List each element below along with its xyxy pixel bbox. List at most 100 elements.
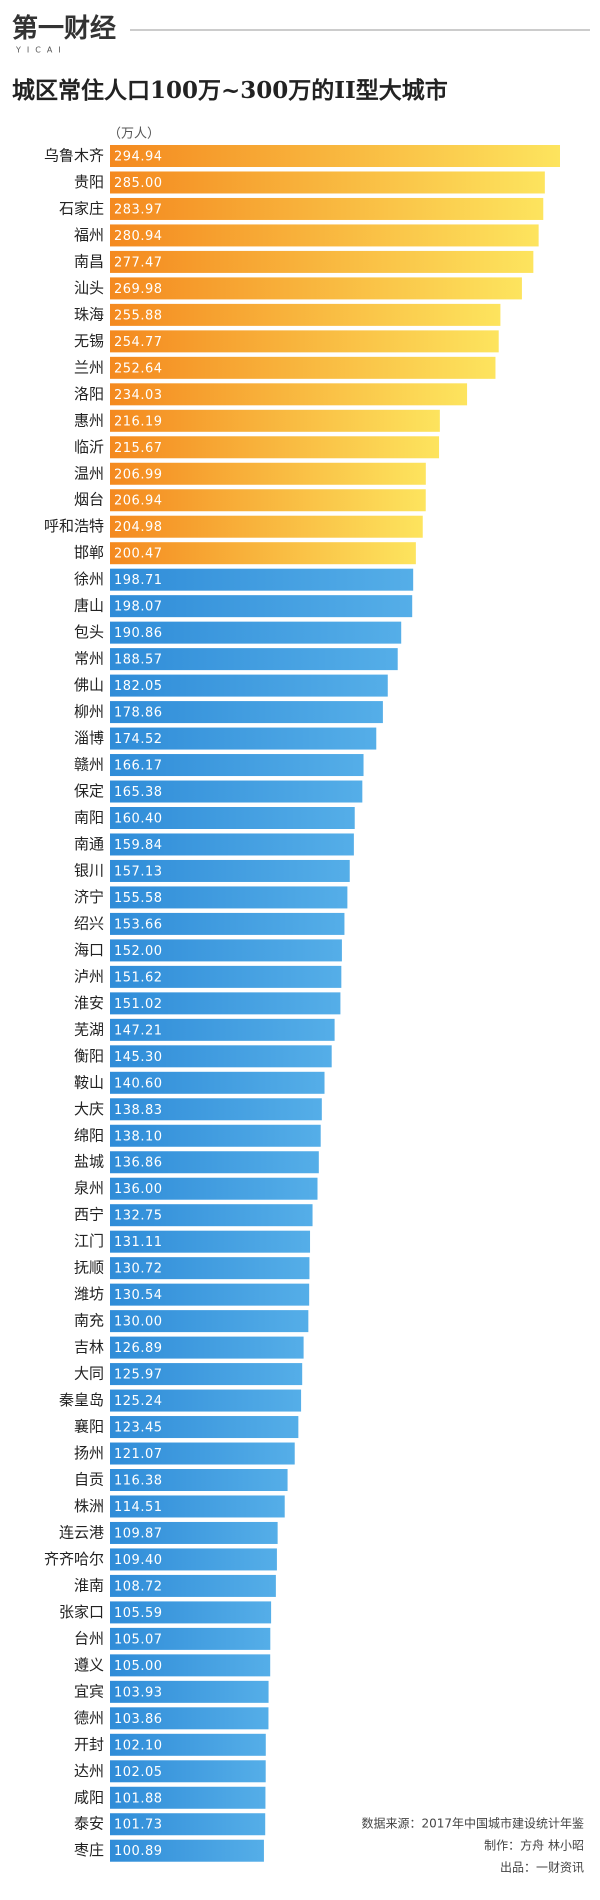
logo: 第一财经 <box>12 13 116 44</box>
bar <box>110 436 440 459</box>
category-label: 宜宾 <box>74 1682 104 1700</box>
value-label: 116.38 <box>114 1474 163 1489</box>
bar <box>110 356 496 379</box>
category-label: 银川 <box>74 861 104 879</box>
category-label: 江门 <box>74 1232 104 1250</box>
category-label: 张家口 <box>59 1603 104 1621</box>
value-label: 136.00 <box>114 1182 163 1197</box>
category-label: 枣庄 <box>74 1841 104 1859</box>
category-label: 贵阳 <box>74 173 104 191</box>
bar <box>110 1680 269 1703</box>
value-label: 166.17 <box>114 759 163 774</box>
category-label: 德州 <box>74 1709 104 1727</box>
category-label: 达州 <box>74 1762 104 1780</box>
bar <box>110 330 499 353</box>
value-label: 138.83 <box>114 1103 163 1118</box>
bar <box>110 1363 303 1386</box>
category-label: 唐山 <box>74 597 104 615</box>
bar <box>110 780 363 803</box>
value-label: 215.67 <box>114 441 163 456</box>
value-label: 102.10 <box>114 1738 163 1753</box>
category-label: 南通 <box>74 835 104 853</box>
bar <box>110 1574 276 1597</box>
category-label: 自贡 <box>74 1471 104 1489</box>
bar <box>110 462 426 485</box>
category-label: 常州 <box>74 650 104 668</box>
value-label: 101.73 <box>114 1818 163 1833</box>
bar <box>110 965 342 988</box>
value-label: 254.77 <box>114 335 163 350</box>
bar <box>110 303 501 326</box>
value-label: 105.00 <box>114 1659 163 1674</box>
bar <box>110 1654 271 1677</box>
category-label: 兰州 <box>74 358 104 376</box>
bar <box>110 1257 310 1280</box>
bar <box>110 1442 295 1465</box>
category-label: 福州 <box>74 226 104 244</box>
bar <box>110 542 416 565</box>
category-label: 台州 <box>74 1629 104 1647</box>
chart-title: 城区常住人口100万~300万的II型大城市 <box>12 77 448 104</box>
category-label: 邯郸 <box>74 544 104 562</box>
bar <box>110 1310 309 1333</box>
value-label: 126.89 <box>114 1341 163 1356</box>
category-label: 淮安 <box>74 994 104 1012</box>
value-label: 125.24 <box>114 1394 163 1409</box>
category-label: 咸阳 <box>74 1788 104 1806</box>
value-label: 216.19 <box>114 414 163 429</box>
category-label: 佛山 <box>74 676 104 694</box>
value-label: 165.38 <box>114 785 163 800</box>
bar <box>110 992 341 1015</box>
value-label: 294.94 <box>114 150 163 165</box>
category-label: 西宁 <box>74 1206 104 1224</box>
bar <box>110 1469 288 1491</box>
bar <box>110 833 354 856</box>
value-label: 283.97 <box>114 202 163 217</box>
category-label: 绵阳 <box>74 1126 104 1144</box>
value-label: 152.00 <box>114 944 163 959</box>
category-label: 潍坊 <box>74 1285 104 1303</box>
bar <box>110 1018 335 1041</box>
category-label: 襄阳 <box>74 1418 104 1436</box>
bar <box>110 145 560 167</box>
category-label: 南阳 <box>74 809 104 827</box>
value-label: 138.10 <box>114 1129 163 1144</box>
value-label: 121.07 <box>114 1447 163 1462</box>
bar <box>110 1495 285 1518</box>
logo-sub: YICAI <box>15 46 67 55</box>
bar <box>110 674 388 697</box>
bar <box>110 1071 325 1094</box>
bar <box>110 1733 266 1756</box>
category-label: 济宁 <box>74 888 104 906</box>
value-label: 132.75 <box>114 1209 163 1224</box>
bar <box>110 939 342 962</box>
category-label: 大庆 <box>74 1100 104 1118</box>
category-label: 泉州 <box>74 1179 104 1197</box>
value-label: 105.07 <box>114 1632 163 1647</box>
bar <box>110 383 468 406</box>
category-label: 珠海 <box>74 305 104 323</box>
bar <box>110 409 440 432</box>
bar <box>110 1760 266 1783</box>
value-label: 198.71 <box>114 573 163 588</box>
value-label: 151.62 <box>114 970 163 985</box>
category-label: 芜湖 <box>74 1020 104 1038</box>
value-label: 198.07 <box>114 600 163 615</box>
value-label: 136.86 <box>114 1156 163 1171</box>
bar <box>110 1151 319 1174</box>
value-label: 200.47 <box>114 547 163 562</box>
bar <box>110 1230 311 1253</box>
bar <box>110 1627 271 1650</box>
unit-label: （万人） <box>108 127 160 142</box>
bar <box>110 1045 332 1068</box>
maker: 制作：方舟 林小昭 <box>484 1838 584 1853</box>
category-label: 温州 <box>74 464 104 482</box>
category-label: 柳州 <box>74 703 104 721</box>
bar <box>110 1204 313 1227</box>
category-label: 南充 <box>74 1312 104 1330</box>
bar <box>110 568 414 591</box>
value-label: 130.54 <box>114 1288 163 1303</box>
bar <box>110 1707 269 1730</box>
category-label: 衡阳 <box>74 1047 104 1065</box>
category-label: 吉林 <box>74 1338 104 1356</box>
